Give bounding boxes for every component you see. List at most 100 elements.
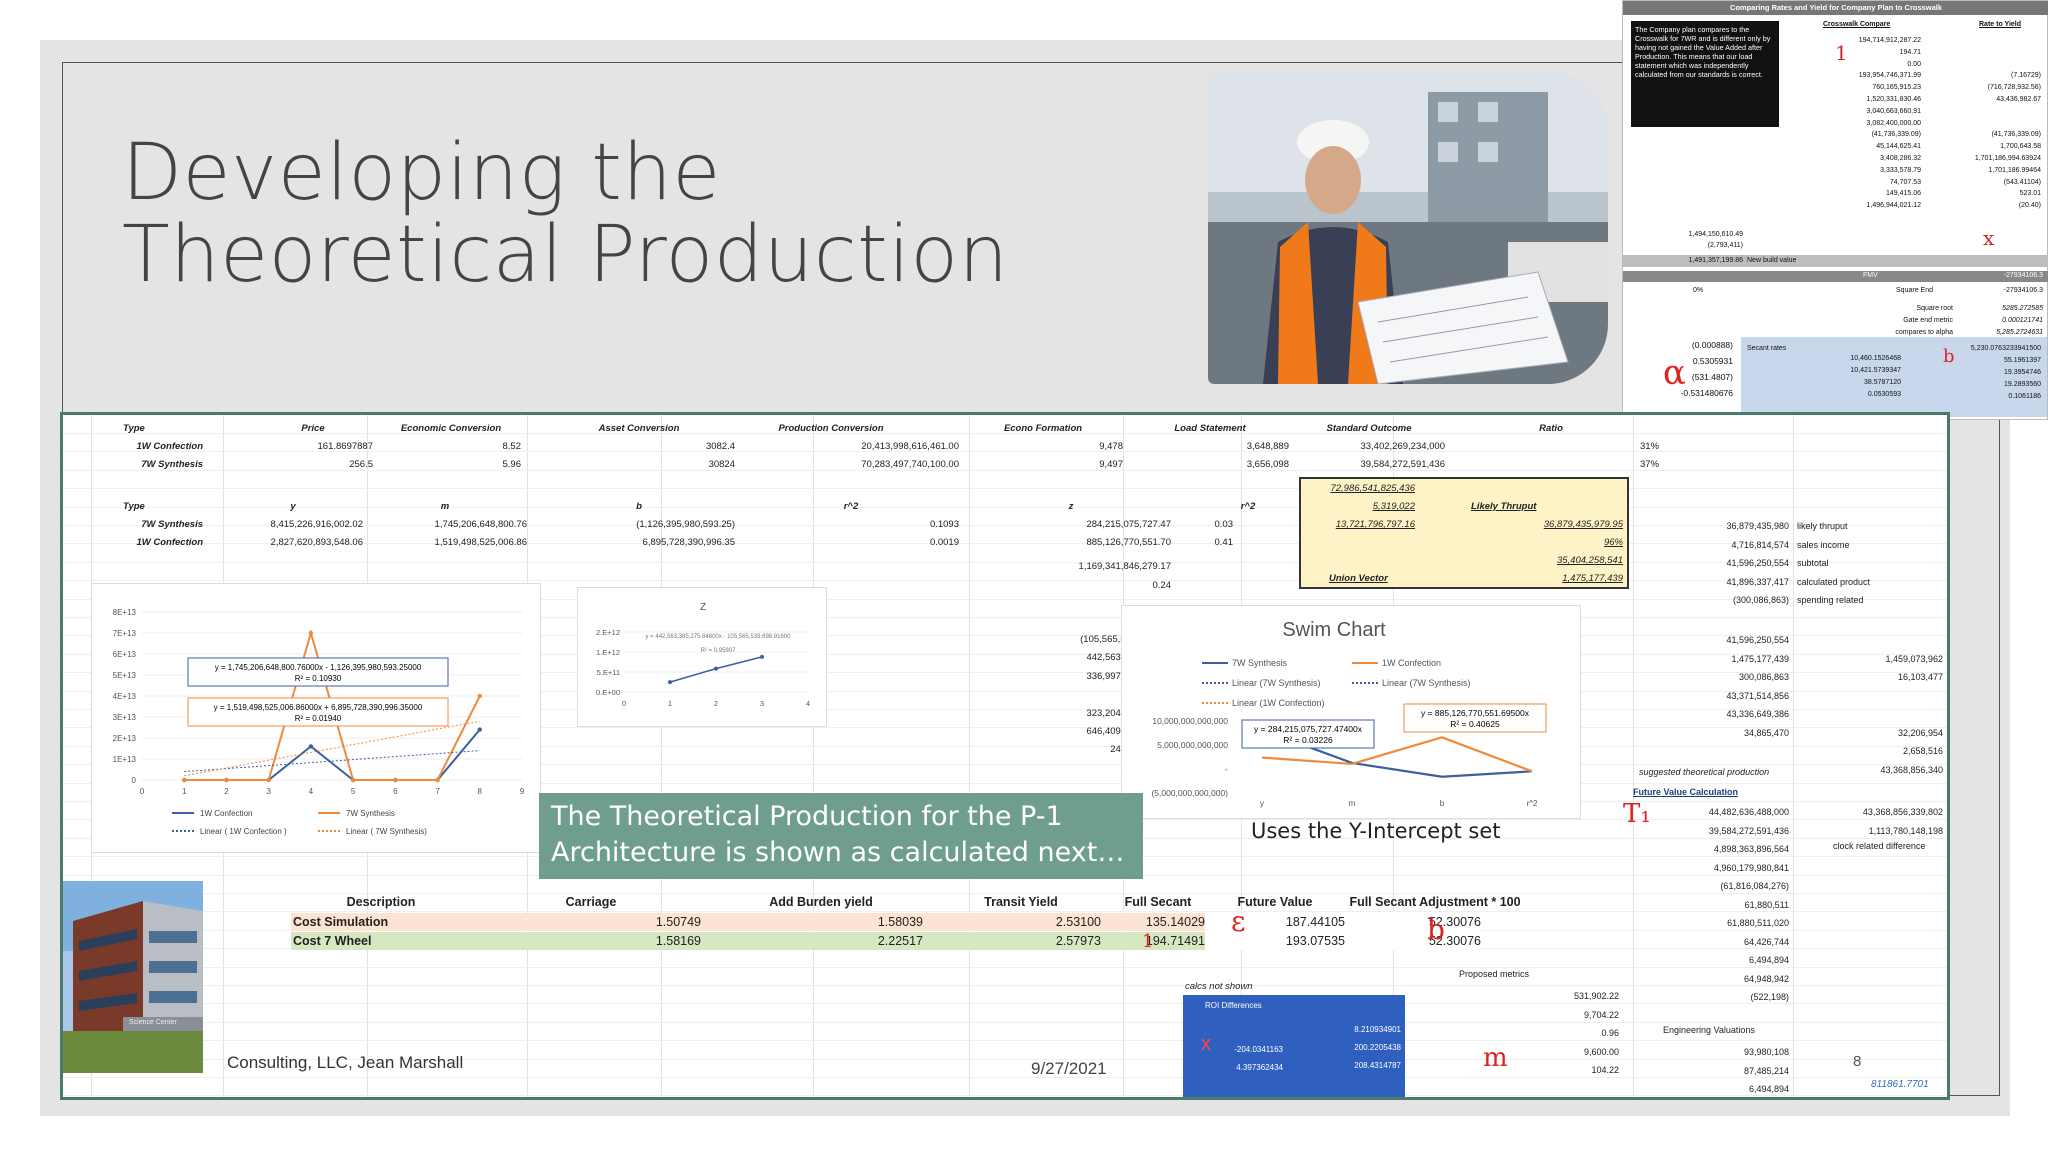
grid-column-line [1633, 415, 1634, 1097]
cell: 2,827,620,893,548.06 [270, 537, 363, 548]
likely-pct: 96% [1603, 537, 1623, 548]
data-point [393, 777, 398, 783]
grid-row-line [63, 635, 1947, 637]
yellow-value: 72,986,541,825,436 [1330, 483, 1415, 494]
building-sign: Science Center [129, 1019, 177, 1026]
data-point [224, 777, 229, 783]
rate-to-yield-value [1923, 59, 2041, 71]
equation-label: y = 442,563,385,275.84800x - 105,565,539… [646, 634, 792, 640]
y-tick-label: 5.E+11 [597, 668, 620, 677]
y-tick-label: (5,000,000,000,000) [1151, 788, 1228, 798]
grid-column-line [1793, 415, 1794, 1097]
grid-row-line [63, 1058, 1947, 1060]
cell: 8,415,226,916,002.02 [270, 519, 363, 530]
grid-row-line [63, 488, 1947, 490]
desc-header-cell: Future Value [1237, 895, 1313, 909]
crosswalk-value: 194.71 [1899, 48, 1921, 56]
future-value-value: 64,948,942 [1743, 973, 1789, 984]
grid-row-line [63, 709, 1947, 710]
right-a-value: 41,596,250,554 [1726, 635, 1789, 645]
secant-panel: Secant rates 10,460.1526468 10,421.573934… [1741, 337, 2047, 417]
y-tick-label: 1E+13 [113, 755, 137, 764]
grid-row-line [63, 985, 1947, 986]
y-tick-label: 5E+13 [113, 671, 137, 680]
cell: Production Conversion [778, 423, 884, 434]
secant-mid-value: 10,460.1526468 [1850, 355, 1901, 362]
labeled-value: 4,716,814,574 [1731, 539, 1789, 550]
x-tick-label: 3 [266, 787, 271, 796]
secant-right: 5,230.0763233941500 55.1961397 19.3954746 1… [1931, 343, 2041, 403]
square-end-value: -27934106.3 [2003, 287, 2043, 294]
cell: 284,215,075,727.47 [1086, 519, 1171, 530]
cell: 37% [1639, 459, 1659, 470]
crosswalk-value: 1,520,331,830.46 [1866, 95, 1922, 103]
roi-left: -204.0341163 4.397362434 [1203, 1041, 1283, 1077]
metric-row: Square root 5285.272585 [1843, 303, 2043, 315]
regression-chart: 8E+13 7E+13 6E+13 5E+13 4E+13 3E+13 2E+13 1E+13… [91, 583, 541, 853]
data-point [477, 693, 482, 699]
cell: Econo Formation [1003, 423, 1083, 434]
series-line [184, 728, 481, 781]
rate-to-yield-value: (41,736,339.09) [1991, 131, 2041, 139]
desc-cell: Cost 7 Wheel [293, 934, 372, 948]
z-chart: Z 2.E+12 1.E+12 5.E+11 0.E+00 0 1 2 3 4 y = 442,56… [577, 587, 827, 727]
secant-label: Secant rates [1747, 345, 1787, 352]
title-line-1: Developing the [122, 128, 721, 218]
left-value: 1,494,150,610.49 [1688, 231, 1744, 238]
crosswalk-value: 74,707.53 [1889, 178, 1921, 186]
rate-to-yield-value: (543.41104) [2003, 178, 2041, 186]
table-row: 1W Confection 161.8697887 8.52 3082.4 20,413… [63, 439, 1947, 457]
crosswalk-value: 3,082,400,000.00 [1866, 119, 1922, 127]
data-point [308, 630, 314, 636]
right-b-value: 16,103,477 [1897, 672, 1943, 682]
chart-title: Z [700, 602, 706, 613]
proposed-metrics-values: 531,902.22 9,704.22 0.96 9,600.00 104.22 [1423, 987, 1619, 1080]
cell: Price [301, 423, 325, 434]
cell: 33,402,269,234,000 [1360, 441, 1445, 452]
desc-row: Cost Simulation 1.50749 1.58039 2.53100 135.… [291, 913, 1481, 931]
z-extra-value: 1,169,341,846,279.17 [1078, 561, 1171, 572]
legend-label: Linear (7W Synthesis) [1382, 678, 1471, 688]
future-value-value: 4,898,363,896,564 [1713, 844, 1789, 854]
cell: 3082.4 [705, 441, 735, 452]
rate-to-yield-value: 523.01 [2019, 190, 2041, 198]
desc-cell: 187.44105 [1285, 915, 1345, 929]
annotation-t1: T₁ [1623, 799, 1651, 829]
desc-cell: 135.14029 [1145, 915, 1205, 929]
grid-row-line [63, 1095, 1947, 1097]
desc-header-cell: Add Burden yield [769, 895, 873, 909]
new-build-label: New build value [1747, 257, 1797, 264]
y-tick-label: - [1225, 764, 1228, 774]
sub-value: 35,404,258,541 [1556, 555, 1623, 566]
right-b-value: 1,459,073,962 [1885, 653, 1943, 664]
crosswalk-value: 760,165,915.23 [1872, 84, 1921, 92]
future-value-value: 64,426,744 [1743, 936, 1789, 947]
secant-right-value: 19.3954746 [2004, 369, 2041, 376]
crosswalk-value: 193,954,746,371.99 [1858, 72, 1921, 80]
left-value: (2,793,411) [1707, 242, 1743, 249]
right-a-value: 43,336,649,386 [1726, 709, 1789, 719]
right-b-value [1793, 631, 1943, 650]
desc-cell: 1.58169 [655, 934, 701, 948]
labeled-label: sales income [1797, 539, 1850, 550]
swim-chart: Swim Chart 7W Synthesis 1W Confection Linea… [1121, 605, 1581, 819]
secant-right-value: 19.2893560 [2004, 381, 2041, 388]
metric-value: 5,285.2724631 [1996, 329, 2043, 336]
grid-row-line [63, 1003, 1947, 1005]
z-extra-value: 0.24 [1152, 580, 1172, 591]
x-tick-label: 1 [182, 787, 187, 796]
y-tick-label: 5,000,000,000,000 [1157, 740, 1228, 750]
fmv-label: FMV [1863, 272, 1878, 279]
y-tick-label: 0 [132, 776, 137, 785]
crosswalk-value: 1,496,944,021.12 [1866, 202, 1922, 210]
future-value-right-value: 43,368,856,339,802 [1862, 807, 1943, 817]
annotation-b: b [1943, 346, 1955, 367]
legend-label: 7W Synthesis [346, 809, 395, 818]
equation-label: y = 1,745,206,648,800.76000x - 1,126,395… [215, 663, 422, 672]
cell: r^2 [1240, 501, 1256, 512]
crosswalk-value: (41,736,339.09) [1871, 131, 1921, 139]
data-point [714, 666, 718, 671]
desc-header-cell: Full Secant Adjustment * 100 [1349, 895, 1521, 909]
roi-right-value: 200.2205438 [1354, 1043, 1401, 1052]
legend-label: 7W Synthesis [1232, 658, 1288, 668]
